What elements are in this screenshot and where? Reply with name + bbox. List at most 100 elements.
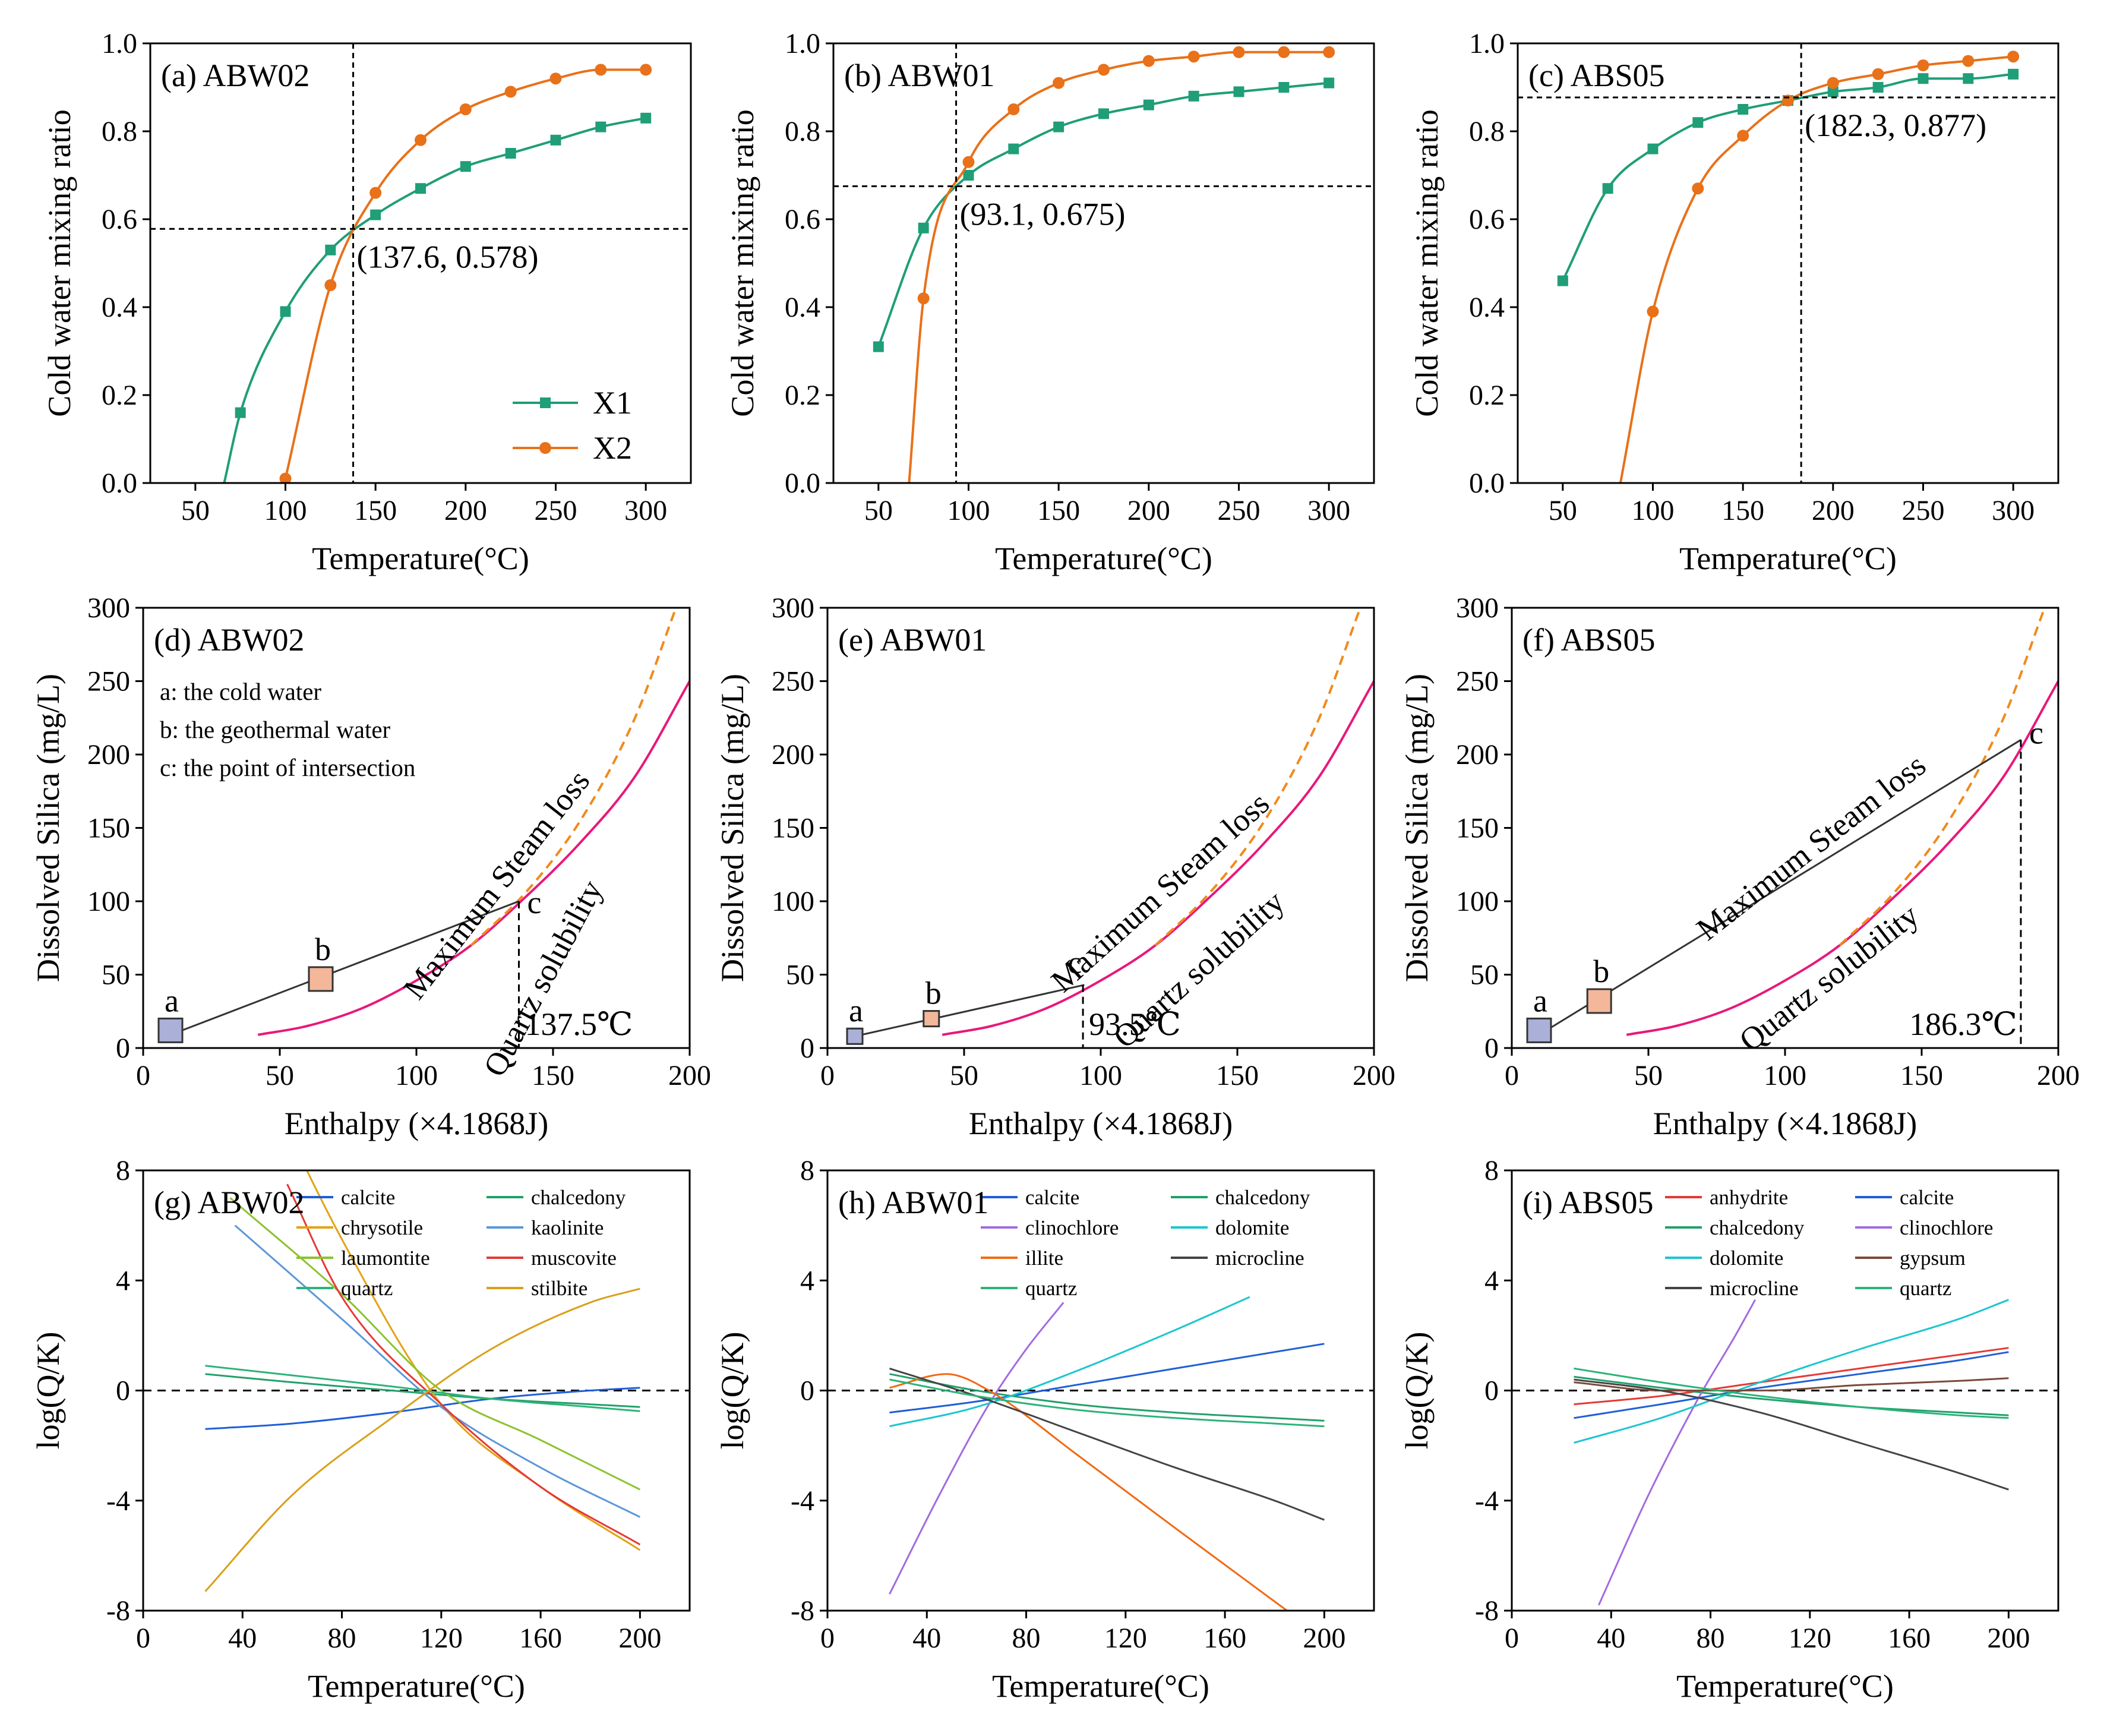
- data-point-x2: [459, 103, 472, 115]
- series-line-calcite: [205, 1387, 640, 1430]
- panel-title: (c) ABS05: [1528, 58, 1665, 93]
- x-tick-label: 100: [1632, 495, 1675, 526]
- legend-label: stilbite: [531, 1277, 587, 1300]
- series-line-dolomite: [889, 1296, 1250, 1428]
- x-axis-label: Temperature(°C): [992, 1668, 1209, 1704]
- data-point-x2: [1187, 50, 1200, 63]
- x-axis-label: Temperature(°C): [995, 541, 1212, 576]
- y-tick-label: 300: [1456, 592, 1499, 624]
- data-point-x2: [1098, 64, 1110, 76]
- data-point-x1: [1963, 73, 1974, 84]
- data-point-x1: [1098, 108, 1109, 119]
- series-line-stilbite: [204, 1287, 640, 1592]
- plot-area: [827, 1296, 1374, 1611]
- legend-label: chrysotile: [341, 1216, 423, 1239]
- x-axis-label: Temperature(°C): [312, 541, 529, 576]
- data-point-x1: [1827, 86, 1838, 97]
- y-axis-label: log(Q/K): [30, 1332, 66, 1450]
- legend-label: anhydrite: [1710, 1186, 1788, 1209]
- x-tick-label: 200: [1127, 495, 1170, 526]
- sample-point-label: a: [849, 993, 863, 1028]
- x-axis-label: Enthalpy (×4.1868J): [1653, 1106, 1917, 1141]
- y-tick-label: 150: [87, 813, 130, 844]
- x-axis-label: Temperature(°C): [308, 1668, 525, 1704]
- data-point-x2: [324, 279, 337, 291]
- y-tick-label: 50: [786, 959, 814, 991]
- y-tick-label: 100: [87, 886, 130, 917]
- y-tick-label: -8: [791, 1595, 814, 1627]
- y-tick-label: 0.6: [785, 204, 820, 235]
- y-tick-label: 100: [1456, 886, 1499, 917]
- quartz-solubility-curve: [942, 680, 1374, 1036]
- data-point-x1: [1917, 73, 1929, 84]
- data-point-x2: [279, 472, 292, 483]
- series-line-illite: [889, 1373, 1288, 1611]
- legend-label: dolomite: [1215, 1216, 1289, 1239]
- y-tick-label: 0: [1484, 1033, 1499, 1064]
- x-tick-label: 150: [1037, 495, 1080, 526]
- y-tick-label: 200: [772, 739, 814, 771]
- y-tick-label: 8: [1484, 1155, 1499, 1186]
- data-point-x2: [369, 187, 382, 199]
- plot-area: [1539, 608, 2058, 1048]
- data-point-x2: [1737, 130, 1749, 142]
- x-tick-label: 50: [1634, 1060, 1663, 1091]
- legend-label: clinochlore: [1025, 1216, 1119, 1239]
- panel-title: (f) ABS05: [1522, 622, 1656, 658]
- x-tick-label: 50: [950, 1060, 978, 1091]
- x-tick-label: 100: [1079, 1060, 1122, 1091]
- x-tick-label: 200: [668, 1060, 711, 1091]
- y-tick-label: 4: [1484, 1265, 1499, 1296]
- x-tick-label: 150: [1900, 1060, 1943, 1091]
- data-point-x1: [325, 244, 336, 255]
- data-point-x1: [640, 112, 652, 124]
- data-point-x2: [640, 64, 652, 76]
- plot-area: [170, 608, 690, 1048]
- series-line-x2: [284, 68, 646, 479]
- x-axis-label: Temperature(°C): [1679, 541, 1897, 576]
- y-tick-label: 250: [772, 666, 814, 697]
- data-point-x2: [415, 134, 427, 146]
- y-tick-label: 250: [87, 666, 130, 697]
- legend-label: kaolinite: [531, 1216, 604, 1239]
- x-tick-label: 0: [1505, 1060, 1519, 1091]
- data-point-x1: [505, 148, 516, 159]
- y-tick-label: 4: [800, 1265, 814, 1296]
- x-tick-label: 200: [1812, 495, 1855, 526]
- data-point-x2: [1053, 77, 1065, 89]
- series-line-calcite: [1574, 1351, 2009, 1419]
- x-tick-label: 200: [1303, 1623, 1345, 1654]
- x-tick-label: 120: [1104, 1623, 1147, 1654]
- plot-area: [1518, 43, 2058, 483]
- legend-label: illite: [1025, 1246, 1063, 1270]
- x-tick-label: 200: [1987, 1623, 2030, 1654]
- mixing-line: [1539, 739, 2021, 1036]
- data-point-x2: [1647, 305, 1659, 318]
- data-point-x2: [549, 72, 562, 85]
- data-point-x1: [1647, 143, 1659, 154]
- legend-label: chalcedony: [1215, 1186, 1310, 1209]
- data-point-x1: [370, 209, 381, 220]
- data-point-x1: [1738, 104, 1749, 115]
- x-tick-label: 50: [864, 495, 893, 526]
- quartz-solubility-curve: [257, 680, 690, 1036]
- y-axis-label: Cold water mixing ratio: [42, 109, 77, 416]
- sample-point-label: b: [315, 932, 331, 967]
- x-tick-label: 160: [1888, 1623, 1931, 1654]
- legend-label: X1: [593, 385, 632, 421]
- panel-title: (d) ABW02: [154, 622, 304, 658]
- y-tick-label: 1.0: [102, 28, 137, 59]
- intersection-temperature-label: 93.5℃: [1089, 1006, 1181, 1042]
- data-point-x1: [1008, 143, 1019, 154]
- x-tick-label: 40: [228, 1623, 257, 1654]
- y-axis-label: Cold water mixing ratio: [1409, 109, 1445, 416]
- y-tick-label: 50: [1470, 959, 1499, 991]
- x-tick-label: 100: [947, 495, 990, 526]
- plot-area: [833, 43, 1374, 483]
- y-tick-label: 0.0: [1469, 468, 1505, 499]
- data-point-x2: [1323, 46, 1335, 58]
- series-line-chalcedony: [889, 1373, 1325, 1422]
- x-tick-label: 150: [354, 495, 397, 526]
- data-point-x2: [1233, 46, 1245, 58]
